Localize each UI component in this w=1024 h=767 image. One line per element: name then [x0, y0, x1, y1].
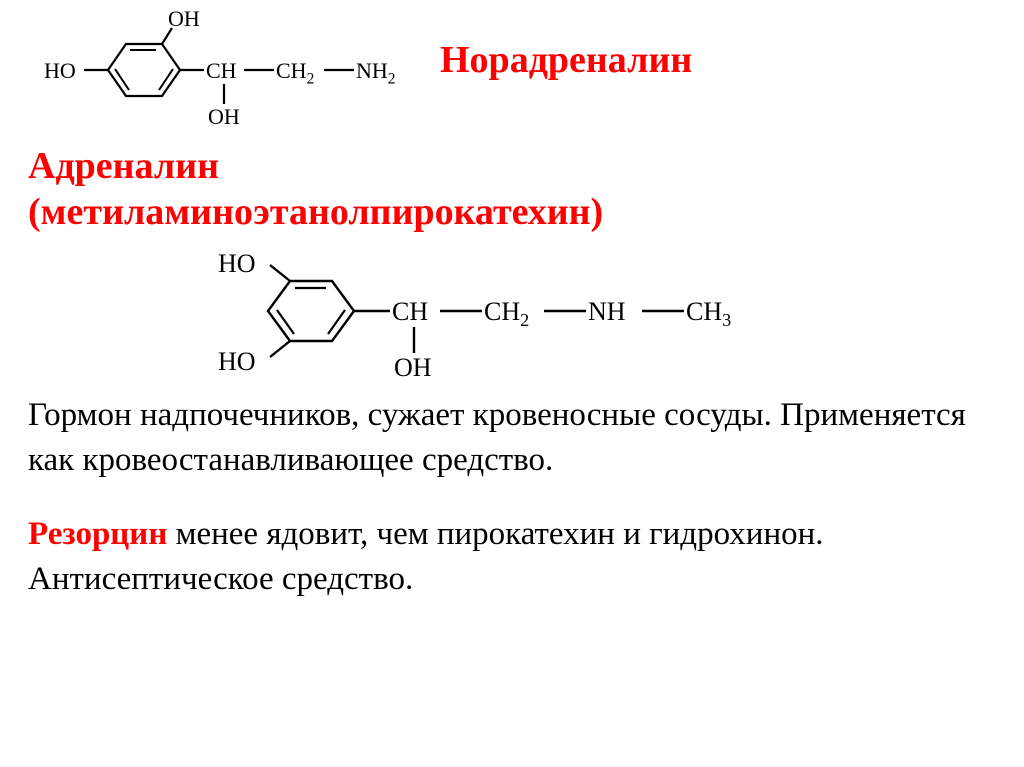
atom-ch-adr: CH	[392, 297, 428, 327]
resorcin-block: Резорцин менее ядовит, чем пирокатехин и…	[28, 512, 996, 601]
adrenaline-title-line2: (метиламиноэтанолпирокатехин)	[28, 190, 996, 236]
atom-oh-adr: OH	[394, 353, 432, 383]
atom-nh2: NH2	[356, 58, 395, 88]
atom-ho-left: HO	[44, 58, 76, 84]
resorcin-label: Резорцин	[28, 516, 167, 552]
atom-nh-adr: NH	[588, 297, 626, 327]
adrenaline-structure: HO HO CH CH2 NH CH3 OH	[158, 239, 878, 389]
atom-ch2: CH2	[276, 58, 314, 88]
atom-ch3-adr: CH3	[686, 297, 731, 331]
atom-ch: CH	[206, 58, 237, 84]
atom-ch3-adr-sub: 3	[722, 310, 731, 330]
slide: Норадреналин OH HO CH	[0, 0, 1024, 767]
atom-ho-top: HO	[218, 249, 256, 279]
atom-nh2-text: NH	[356, 58, 388, 83]
adrenaline-body: Гормон надпочечников, сужает кровеносные…	[28, 393, 996, 482]
atom-ch2-sub: 2	[307, 70, 315, 87]
atom-oh-top: OH	[168, 6, 200, 32]
noradrenaline-structure: OH HO CH CH2 NH2 OH	[28, 8, 428, 138]
atom-ch3-adr-text: CH	[686, 297, 722, 326]
adrenaline-title-block: Адреналин (метиламиноэтанолпирокатехин)	[28, 144, 996, 235]
noradrenaline-title: Норадреналин	[440, 38, 692, 82]
atom-ch2-adr-text: CH	[484, 297, 520, 326]
atom-oh-bottom: OH	[208, 104, 240, 130]
atom-ch2-text: CH	[276, 58, 307, 83]
atom-ho-bottom: HO	[218, 347, 256, 377]
atom-ch2-adr: CH2	[484, 297, 529, 331]
atom-ch-text: CH	[206, 58, 237, 83]
adrenaline-title-line1: Адреналин	[28, 144, 996, 190]
atom-ch2-adr-sub: 2	[520, 310, 529, 330]
atom-nh2-sub: 2	[388, 70, 396, 87]
